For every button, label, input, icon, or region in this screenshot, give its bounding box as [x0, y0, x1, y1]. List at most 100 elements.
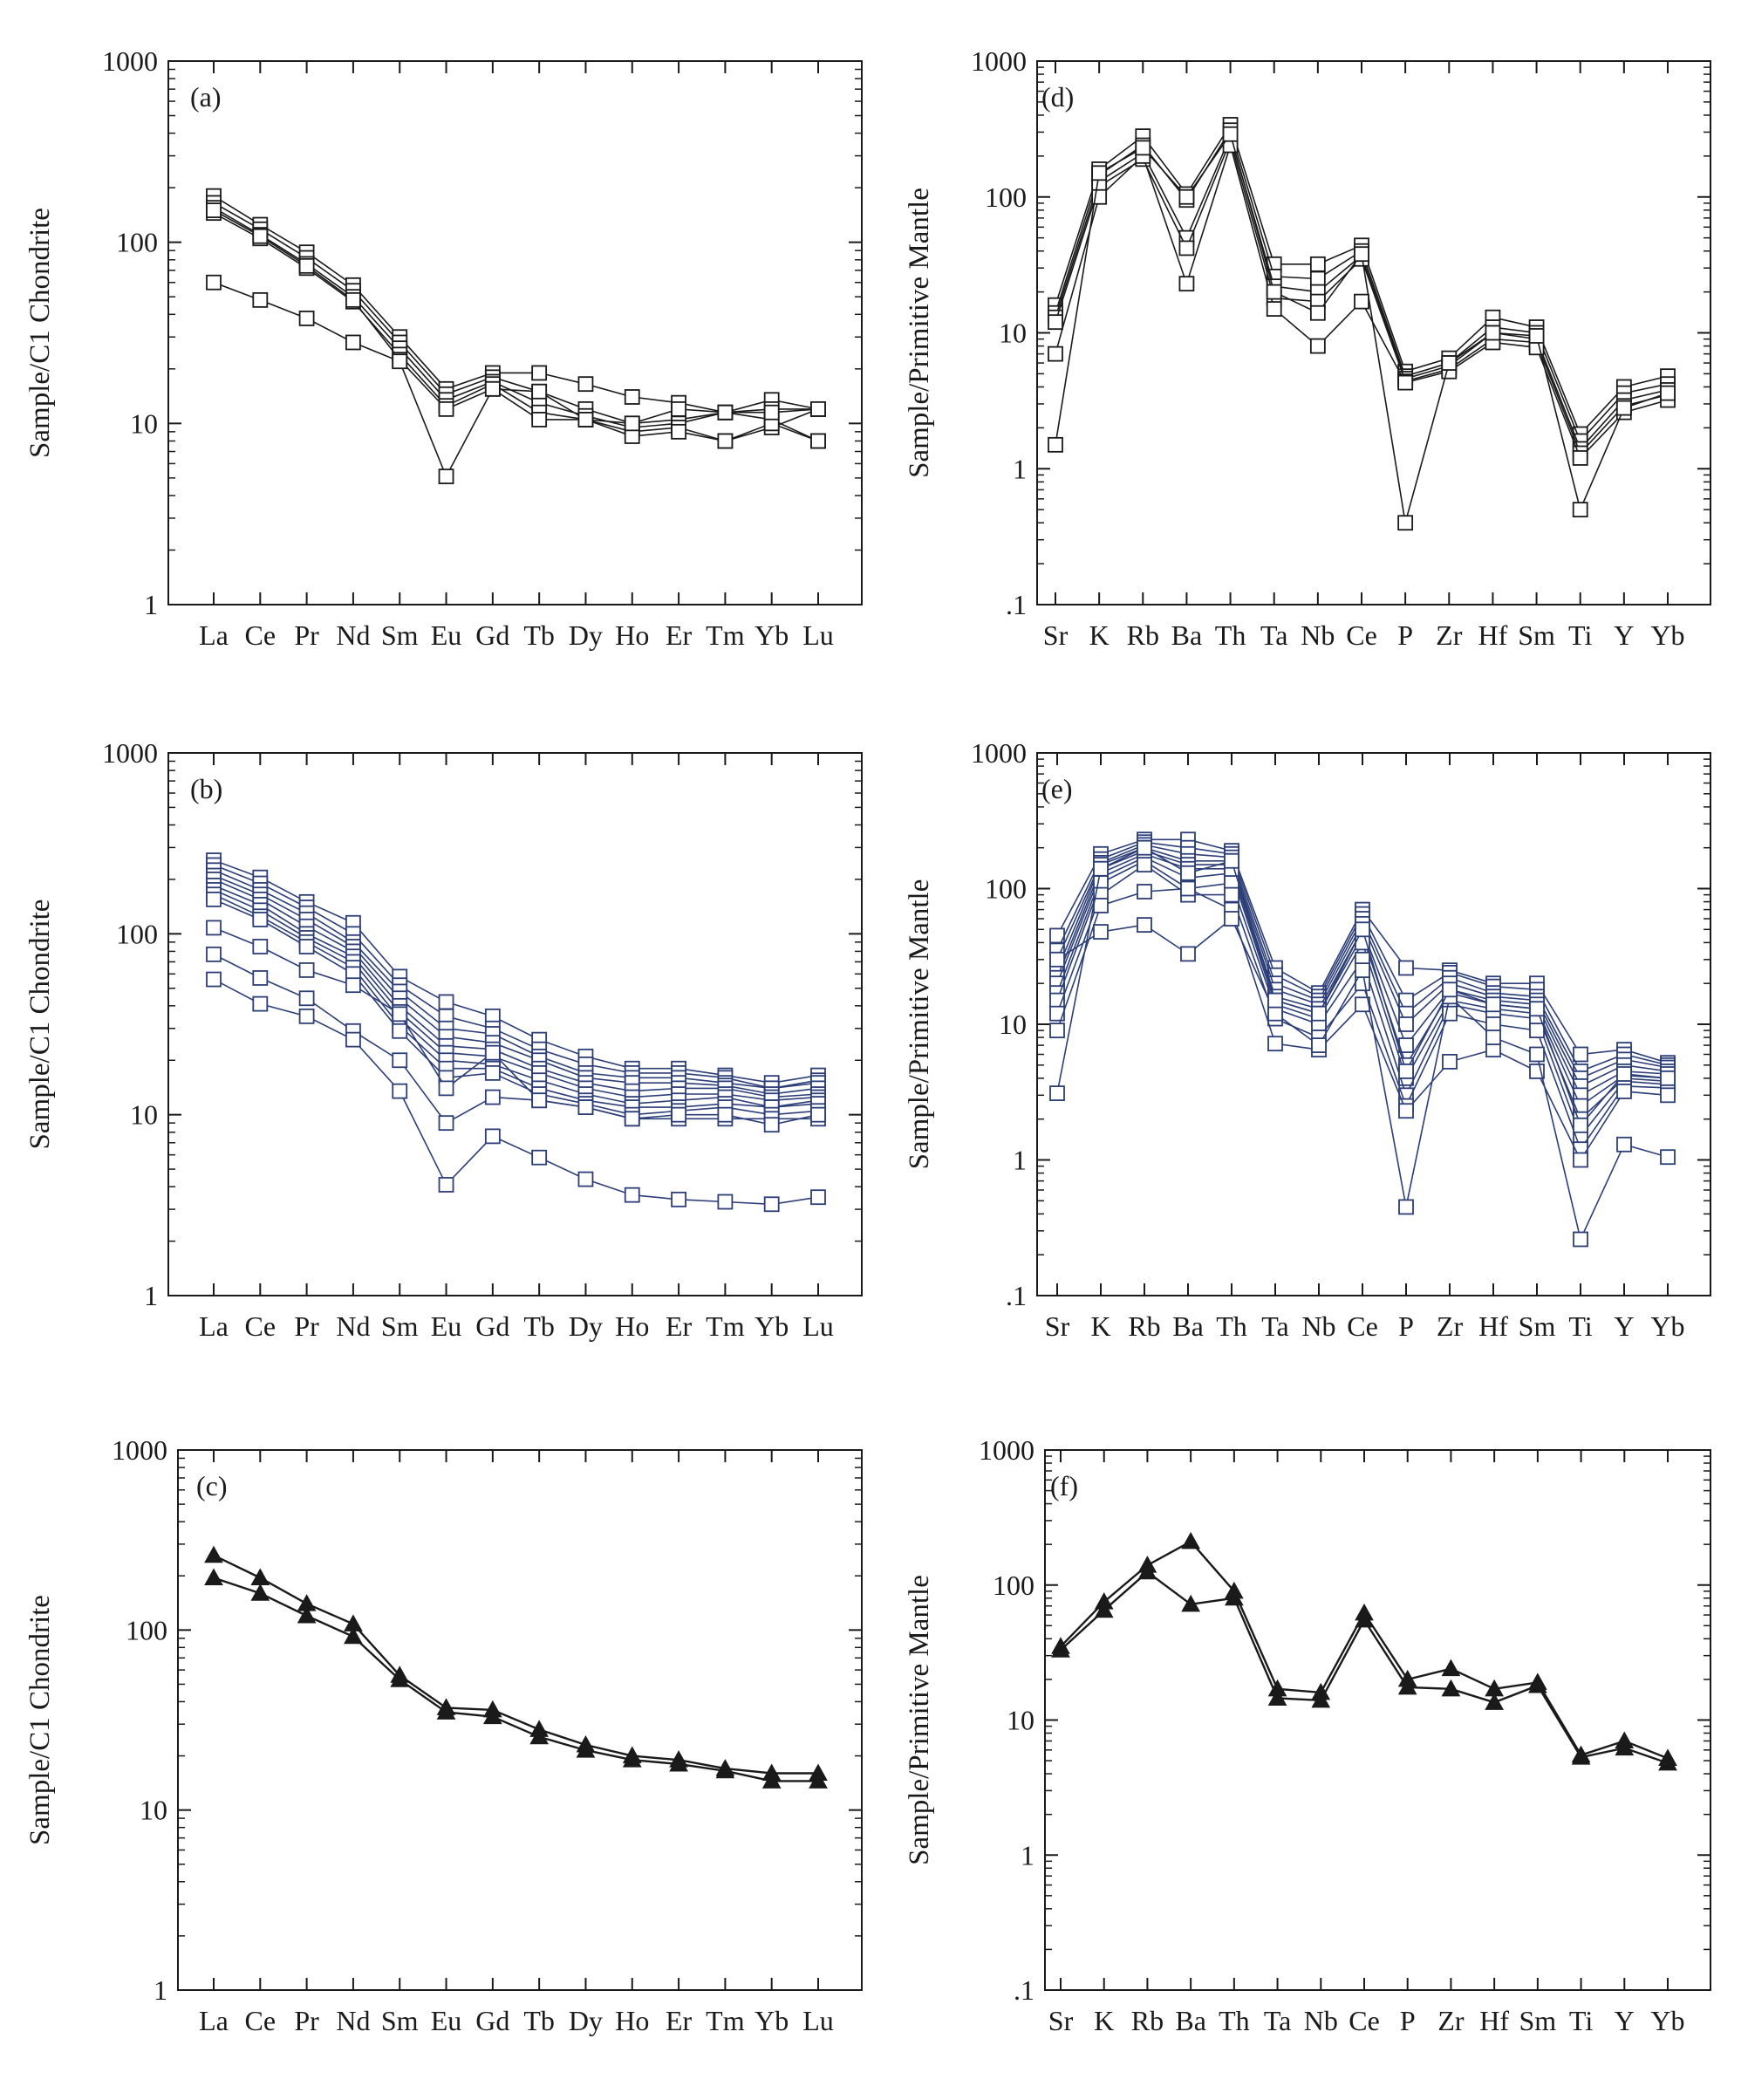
x-tick-label-k: K	[1094, 2005, 1114, 2036]
data-point	[763, 404, 780, 421]
series-a6	[206, 274, 826, 484]
x-tick-label-ba: Ba	[1175, 2005, 1206, 2036]
x-tick-label-rb: Rb	[1131, 2005, 1164, 2036]
data-point	[1049, 1005, 1065, 1022]
x-tick-label-ta: Ta	[1264, 2005, 1292, 2036]
x-tick-label-ce: Ce	[245, 619, 277, 651]
plot-frame	[1044, 1449, 1711, 1991]
data-point	[1398, 1199, 1414, 1215]
x-tick-label-p: P	[1398, 1310, 1414, 1342]
data-point	[1528, 328, 1545, 344]
data-point	[1573, 1231, 1588, 1248]
x-tick-label-yb: Yb	[1650, 2005, 1684, 2036]
x-tick-label-nd: Nd	[336, 2005, 370, 2036]
x-tick-label-dy: Dy	[569, 2005, 603, 2036]
data-point	[1528, 1675, 1547, 1693]
data-point	[1180, 880, 1196, 897]
data-point	[1398, 1016, 1414, 1032]
data-point	[484, 1089, 501, 1105]
data-point	[392, 1023, 408, 1039]
x-tick-label-p: P	[1400, 2005, 1416, 2036]
data-point	[1529, 1001, 1545, 1017]
data-point	[392, 353, 408, 370]
data-point	[531, 365, 548, 381]
data-point	[531, 412, 548, 428]
x-tick-label-yb: Yb	[755, 619, 789, 651]
data-point	[344, 1626, 363, 1645]
series-line	[213, 1554, 818, 1775]
data-point	[438, 1177, 454, 1193]
plot-frame	[167, 60, 863, 605]
x-tick-label-zr: Zr	[1437, 1310, 1464, 1342]
panel-d: .1 1 10 100 1000 Sr K Rb Ba Th Ta Nb Ce P Zr Hf Sm Ti Y Yb S…	[904, 45, 1711, 651]
series-b11	[206, 946, 826, 1133]
data-point	[1658, 1753, 1677, 1771]
series-line	[1060, 1570, 1669, 1764]
data-point	[1178, 188, 1195, 205]
x-tick-label-eu: Eu	[431, 2005, 462, 2036]
y-tick-label: 10	[999, 318, 1027, 349]
data-point	[250, 1584, 270, 1601]
y-tick-label: 100	[985, 873, 1027, 905]
data-point	[482, 1707, 502, 1725]
x-tick-label-gd: Gd	[475, 2005, 509, 2036]
y-tick-label: 10	[999, 1009, 1027, 1040]
data-point	[763, 1196, 780, 1213]
data-point	[390, 1670, 410, 1687]
x-tick-label-y: Y	[1614, 619, 1634, 651]
data-point	[1048, 314, 1063, 331]
panel-a: 1 10 100 1000 La Ce Pr Nd Sm Eu Gd Tb Dy Ho Er Tm Yb Lu Sa…	[24, 45, 863, 651]
x-tick-label-th: Th	[1215, 619, 1246, 651]
x-tick-label-ce: Ce	[245, 2005, 277, 2036]
data-point	[1572, 502, 1588, 518]
data-point	[252, 912, 269, 927]
data-point	[252, 228, 269, 244]
data-point	[1355, 962, 1370, 979]
data-point	[1397, 1677, 1417, 1695]
data-point	[577, 376, 594, 393]
series-d3	[1048, 128, 1676, 457]
data-point	[1398, 992, 1414, 1009]
x-tick-label-yb: Yb	[1650, 1310, 1684, 1342]
data-point	[1178, 276, 1195, 292]
series-d5	[1048, 137, 1676, 466]
x-tick-label-hf: Hf	[1479, 2005, 1509, 2036]
x-tick-label-zr: Zr	[1437, 2005, 1465, 2036]
data-point	[1135, 140, 1151, 156]
data-point	[1397, 515, 1414, 531]
data-point	[206, 202, 222, 218]
data-point	[252, 970, 269, 986]
x-tick-label-hf: Hf	[1478, 619, 1508, 651]
x-tick-label-ce: Ce	[1349, 2005, 1380, 2036]
x-tick-label-eu: Eu	[431, 1310, 462, 1342]
data-point	[1398, 960, 1414, 976]
x-tick-label-ti: Ti	[1568, 1310, 1592, 1342]
x-tick-label-er: Er	[666, 2005, 693, 2036]
data-point	[1616, 1084, 1632, 1099]
y-tick-label: .1	[1014, 1974, 1034, 2006]
plot-frame	[177, 1449, 863, 1991]
series-d2	[1048, 122, 1676, 449]
data-point	[1573, 1152, 1588, 1168]
data-point	[1441, 355, 1458, 371]
x-tick-label-p: P	[1397, 619, 1413, 651]
y-tick-label: 1	[1013, 1145, 1027, 1176]
data-point	[1660, 1087, 1676, 1104]
data-point	[1180, 946, 1196, 962]
data-point	[438, 1115, 454, 1132]
data-point	[1267, 1036, 1283, 1052]
plot-frame	[167, 752, 863, 1296]
x-tick-label-hf: Hf	[1478, 1310, 1508, 1342]
data-point	[1485, 996, 1501, 1013]
data-point	[1309, 270, 1326, 287]
y-tick-label: .1	[1006, 589, 1027, 620]
x-tick-label-ba: Ba	[1172, 1310, 1204, 1342]
data-point	[809, 1771, 828, 1789]
data-point	[206, 920, 222, 936]
data-point	[1224, 852, 1239, 869]
y-tick-label: 1000	[102, 45, 158, 77]
series-e10	[1049, 880, 1676, 1168]
x-tick-label-k: K	[1089, 619, 1110, 651]
data-point	[1178, 240, 1195, 257]
x-tick-label-sm: Sm	[381, 619, 419, 651]
